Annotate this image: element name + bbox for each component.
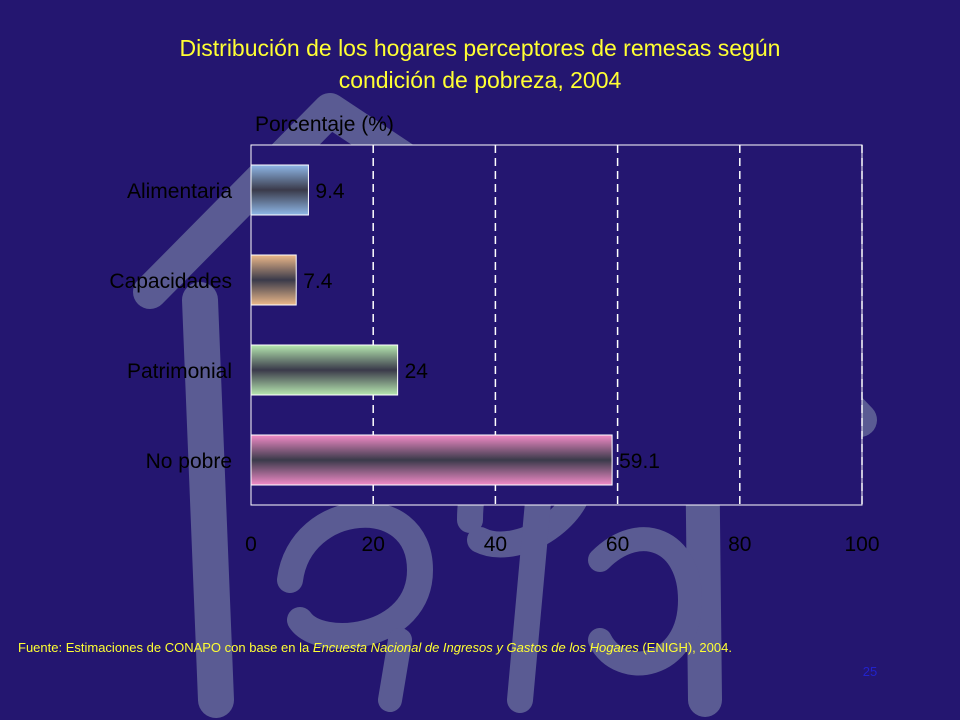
bar — [250, 344, 399, 396]
chart-title: Distribución de los hogares perceptores … — [80, 32, 880, 96]
bar — [250, 164, 309, 216]
source-prefix: Fuente: Estimaciones de CONAPO con base … — [18, 640, 313, 655]
x-tick-label: 100 — [844, 533, 879, 556]
category-label: Capacidades — [109, 270, 232, 293]
x-tick-label: 0 — [245, 533, 257, 556]
x-tick-label: 60 — [606, 533, 629, 556]
bar-value-label: 24 — [405, 360, 429, 383]
x-tick-label: 40 — [484, 533, 507, 556]
bar — [250, 254, 297, 306]
bar — [250, 434, 613, 486]
x-tick-label: 80 — [728, 533, 751, 556]
source-note: Fuente: Estimaciones de CONAPO con base … — [18, 640, 948, 655]
x-axis-label: Porcentaje (%) — [255, 113, 394, 136]
bar-value-label: 7.4 — [303, 270, 333, 293]
chart-title-line2: condición de pobreza, 2004 — [338, 67, 622, 93]
chart-title-line1: Distribución de los hogares perceptores … — [179, 35, 781, 61]
source-suffix: (ENIGH), 2004. — [638, 640, 732, 655]
page-number: 25 — [862, 664, 878, 679]
bar-value-label: 9.4 — [315, 180, 345, 203]
category-label: Alimentaria — [127, 180, 232, 203]
category-label: Patrimonial — [127, 360, 232, 383]
category-label: No pobre — [146, 450, 232, 473]
bar-value-label: 59.1 — [619, 450, 660, 473]
x-tick-label: 20 — [362, 533, 385, 556]
source-survey-name: Encuesta Nacional de Ingresos y Gastos d… — [312, 640, 639, 655]
